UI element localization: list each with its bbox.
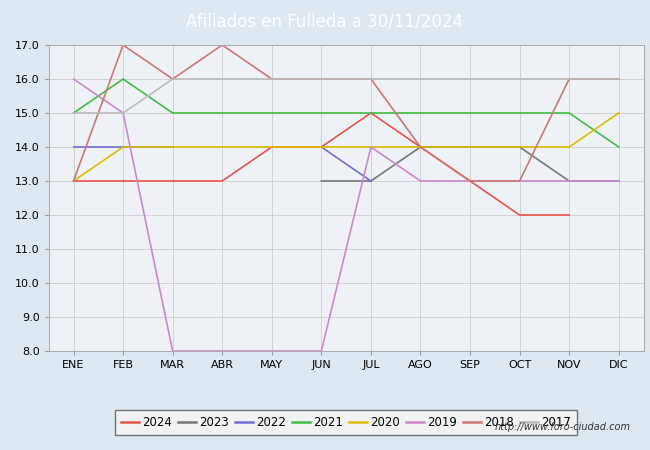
2020	[367, 144, 375, 150]
2018	[317, 76, 325, 82]
2023	[566, 178, 573, 184]
2019	[515, 178, 523, 184]
2020	[417, 144, 424, 150]
Text: http://www.foro-ciudad.com: http://www.foro-ciudad.com	[495, 422, 630, 432]
2018	[615, 76, 623, 82]
2017	[268, 76, 276, 82]
2017	[70, 110, 77, 116]
2020	[466, 144, 474, 150]
2021	[317, 110, 325, 116]
2022	[169, 144, 177, 150]
2021	[515, 110, 523, 116]
2018	[566, 76, 573, 82]
Line: 2021: 2021	[73, 79, 619, 147]
2019	[566, 178, 573, 184]
2020	[169, 144, 177, 150]
Line: 2024: 2024	[73, 113, 569, 215]
2017	[615, 76, 623, 82]
2024	[367, 110, 375, 116]
2021	[70, 110, 77, 116]
2022	[70, 144, 77, 150]
2024	[268, 144, 276, 150]
2019	[615, 178, 623, 184]
2019	[317, 348, 325, 354]
2017	[367, 76, 375, 82]
2018	[367, 76, 375, 82]
2019	[218, 348, 226, 354]
Line: 2023: 2023	[321, 147, 619, 181]
2021	[566, 110, 573, 116]
2019	[169, 348, 177, 354]
2020	[268, 144, 276, 150]
2019	[367, 144, 375, 150]
2018	[466, 178, 474, 184]
2018	[119, 42, 127, 48]
2020	[218, 144, 226, 150]
2021	[218, 110, 226, 116]
2018	[417, 144, 424, 150]
2019	[466, 178, 474, 184]
2024	[515, 212, 523, 218]
2021	[417, 110, 424, 116]
2019	[119, 110, 127, 116]
2024	[466, 178, 474, 184]
2024	[218, 178, 226, 184]
2023	[615, 178, 623, 184]
2023	[466, 144, 474, 150]
Legend: 2024, 2023, 2022, 2021, 2020, 2019, 2018, 2017: 2024, 2023, 2022, 2021, 2020, 2019, 2018…	[115, 410, 577, 435]
Line: 2019: 2019	[73, 79, 619, 351]
2017	[317, 76, 325, 82]
2022	[119, 144, 127, 150]
2018	[515, 178, 523, 184]
2019	[268, 348, 276, 354]
Line: 2017: 2017	[73, 79, 619, 113]
2024	[566, 212, 573, 218]
2023	[367, 178, 375, 184]
2020	[119, 144, 127, 150]
2021	[367, 110, 375, 116]
2019	[417, 178, 424, 184]
2017	[515, 76, 523, 82]
2020	[317, 144, 325, 150]
2020	[70, 178, 77, 184]
2018	[218, 42, 226, 48]
2017	[218, 76, 226, 82]
2024	[417, 144, 424, 150]
2023	[317, 178, 325, 184]
2024	[317, 144, 325, 150]
2020	[515, 144, 523, 150]
2023	[515, 144, 523, 150]
2017	[417, 76, 424, 82]
2017	[169, 76, 177, 82]
Text: Afiliados en Fulleda a 30/11/2024: Afiliados en Fulleda a 30/11/2024	[187, 12, 463, 31]
2017	[466, 76, 474, 82]
2018	[169, 76, 177, 82]
2017	[566, 76, 573, 82]
2020	[615, 110, 623, 116]
2021	[466, 110, 474, 116]
2021	[169, 110, 177, 116]
2021	[119, 76, 127, 82]
2024	[169, 178, 177, 184]
2024	[70, 178, 77, 184]
2019	[70, 76, 77, 82]
Line: 2018: 2018	[73, 45, 619, 181]
2024	[119, 178, 127, 184]
2021	[615, 144, 623, 150]
2018	[70, 178, 77, 184]
2020	[566, 144, 573, 150]
Line: 2020: 2020	[73, 113, 619, 181]
2023	[417, 144, 424, 150]
2018	[268, 76, 276, 82]
2021	[268, 110, 276, 116]
2017	[119, 110, 127, 116]
